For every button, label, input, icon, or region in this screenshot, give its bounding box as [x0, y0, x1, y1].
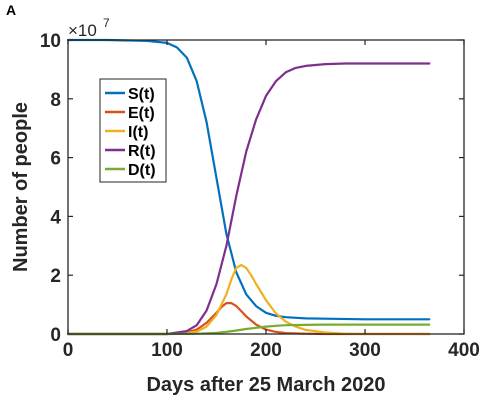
series-line-s — [66, 38, 431, 321]
legend-entry: D(t) — [128, 162, 156, 179]
legend-entry: I(t) — [128, 124, 148, 141]
x-tick-label: 0 — [63, 340, 74, 361]
plot-area: 0 100 200 300 400 0 2 4 6 8 10 — [40, 31, 480, 361]
x-axis-label: Days after 25 March 2020 — [146, 374, 385, 396]
y-axis-label: Number of people — [10, 102, 32, 272]
legend-entry: R(t) — [128, 143, 156, 160]
legend: S(t) E(t) I(t) R(t) D(t) — [99, 78, 167, 183]
series-line-e — [66, 302, 431, 336]
x-tick-label: 200 — [250, 340, 282, 361]
panel-label: A — [6, 2, 16, 18]
y-tick-label: 10 — [40, 31, 61, 52]
y-multiplier-exponent: 7 — [103, 16, 110, 30]
legend-entry: S(t) — [128, 86, 155, 103]
x-tick-label: 100 — [151, 340, 183, 361]
y-tick-label: 4 — [50, 207, 61, 228]
series-line-i — [66, 263, 431, 336]
x-tick-label: 400 — [448, 340, 480, 361]
y-multiplier-base: ×10 — [68, 21, 97, 40]
series-line-d — [66, 323, 431, 336]
series-line-r — [66, 62, 431, 336]
legend-entry: E(t) — [128, 105, 155, 122]
y-tick-label: 6 — [50, 149, 61, 170]
y-tick-label: 2 — [50, 266, 61, 287]
y-tick-label: 8 — [50, 90, 61, 111]
x-tick-label: 300 — [349, 340, 381, 361]
y-tick-label: 0 — [50, 325, 61, 346]
